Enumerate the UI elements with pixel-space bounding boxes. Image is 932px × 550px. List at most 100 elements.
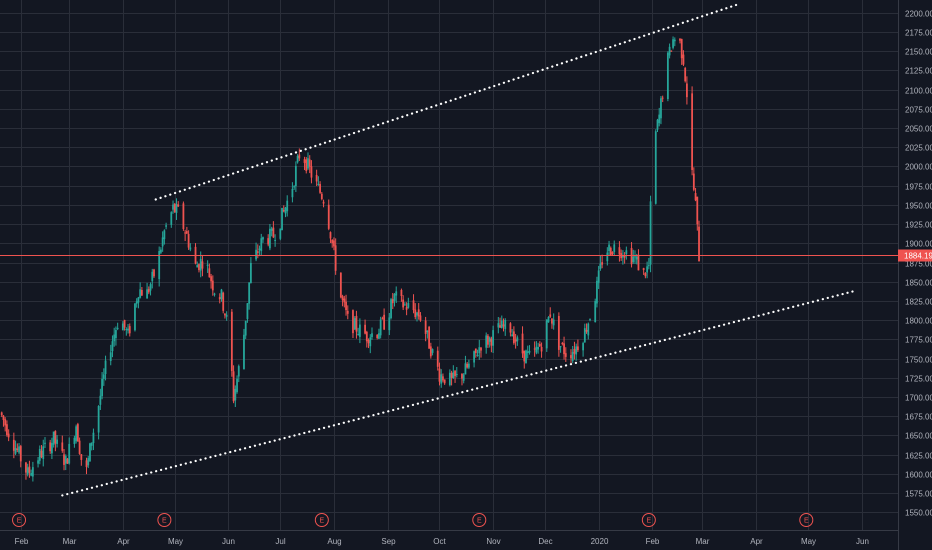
candle-up [237,366,240,377]
candle-up [537,346,540,350]
candle-up [608,244,610,252]
candle-down [540,346,543,352]
candle-up [14,447,17,454]
candle-up [589,319,591,321]
candle-down [564,353,567,357]
candle-down [343,298,346,303]
candle-up [151,271,154,282]
candle-down [345,301,347,311]
candle-down [211,280,214,291]
candle-down [694,193,697,201]
candle-up [37,460,39,464]
time-tick-label: May [168,537,183,546]
candle-down [391,299,394,304]
candle-down [184,232,187,234]
time-tick-label: Jun [222,537,235,546]
candle-down [692,173,695,190]
candle-up [599,263,602,269]
candle-up [248,282,251,304]
candle-up [528,350,531,353]
candle-down [230,311,233,372]
candle-up [668,46,671,56]
price-tick-label: 2175.00 [905,29,932,38]
candle-up [613,244,616,252]
earnings-marker-icon [314,513,329,527]
candle-up [416,312,418,316]
candle-down [327,204,330,229]
candle-down [400,289,403,296]
candle-down [424,320,427,334]
time-tick-label: Sep [381,537,396,546]
last-price-tag-group: 1884.19 [898,249,932,262]
candle-down [533,348,536,350]
candle-up [497,323,500,328]
price-tick-label: 1800.00 [905,317,932,326]
candle-down [499,325,501,328]
candle-down [346,310,349,314]
candle-up [455,374,458,376]
candle-down [49,442,52,452]
candle-up [175,204,178,213]
candle-up [279,228,282,239]
upper-channel-trendline[interactable] [154,2,742,201]
candle-down [334,245,337,271]
candle-up [621,255,624,258]
price-tick-label: 1650.00 [905,432,932,441]
candle-down [637,254,640,271]
candle-up [244,320,247,336]
candle-down [661,97,664,99]
candle-down [630,248,633,265]
candle-up [64,456,67,464]
candle-up [492,330,495,346]
candle-up [666,52,669,100]
time-axis[interactable]: Feb Mar Apr May Jun Jul Aug Sep Oct Nov Dec 2020 Feb… [0,530,898,547]
candle-down [333,240,335,247]
candle-up [395,291,398,296]
candle-down [365,331,368,342]
candle-up [545,319,548,349]
candle-down [428,326,431,349]
earnings-marker-label: E [647,518,652,525]
candle-down [182,203,185,230]
candle-down [557,316,560,350]
candle-up [407,303,410,308]
candle-up [646,266,649,273]
time-tick-label: Apr [750,537,763,546]
candle-down [153,269,155,277]
time-tick-label: Jul [275,537,285,546]
candle-up [403,304,406,306]
candle-down [549,314,552,317]
candle-up [137,297,140,303]
trendlines[interactable] [61,2,856,497]
candle-up [431,349,434,353]
price-tick-label: 1750.00 [905,356,932,365]
price-tick-label: 2100.00 [905,87,932,96]
price-tick-label: 1675.00 [905,413,932,422]
candle-up [89,443,91,462]
candle-down [310,166,313,178]
candle-up [307,158,309,169]
candle-up [125,329,128,331]
candle-up [38,448,41,461]
candle-down [454,370,456,377]
candle-up [139,289,142,298]
candle-up [634,256,636,258]
candle-down [682,54,685,65]
time-tick-label: May [801,537,816,546]
candle-down [364,324,366,334]
price-tick-label: 1825.00 [905,298,932,307]
candle-down [670,50,673,52]
price-axis[interactable]: 1550.00 1575.00 1600.00 1625.00 1650.00 1675.… [898,0,932,550]
candle-up [196,265,199,268]
time-tick-label: 2020 [591,537,609,546]
candle-up [625,250,628,255]
candle-down [509,323,512,333]
candle-up [68,443,71,464]
candle-up [111,341,114,352]
candle-down [208,268,211,278]
earnings-marker-icon [472,513,487,527]
candle-down [331,239,334,244]
time-tick-label: Dec [538,537,552,546]
